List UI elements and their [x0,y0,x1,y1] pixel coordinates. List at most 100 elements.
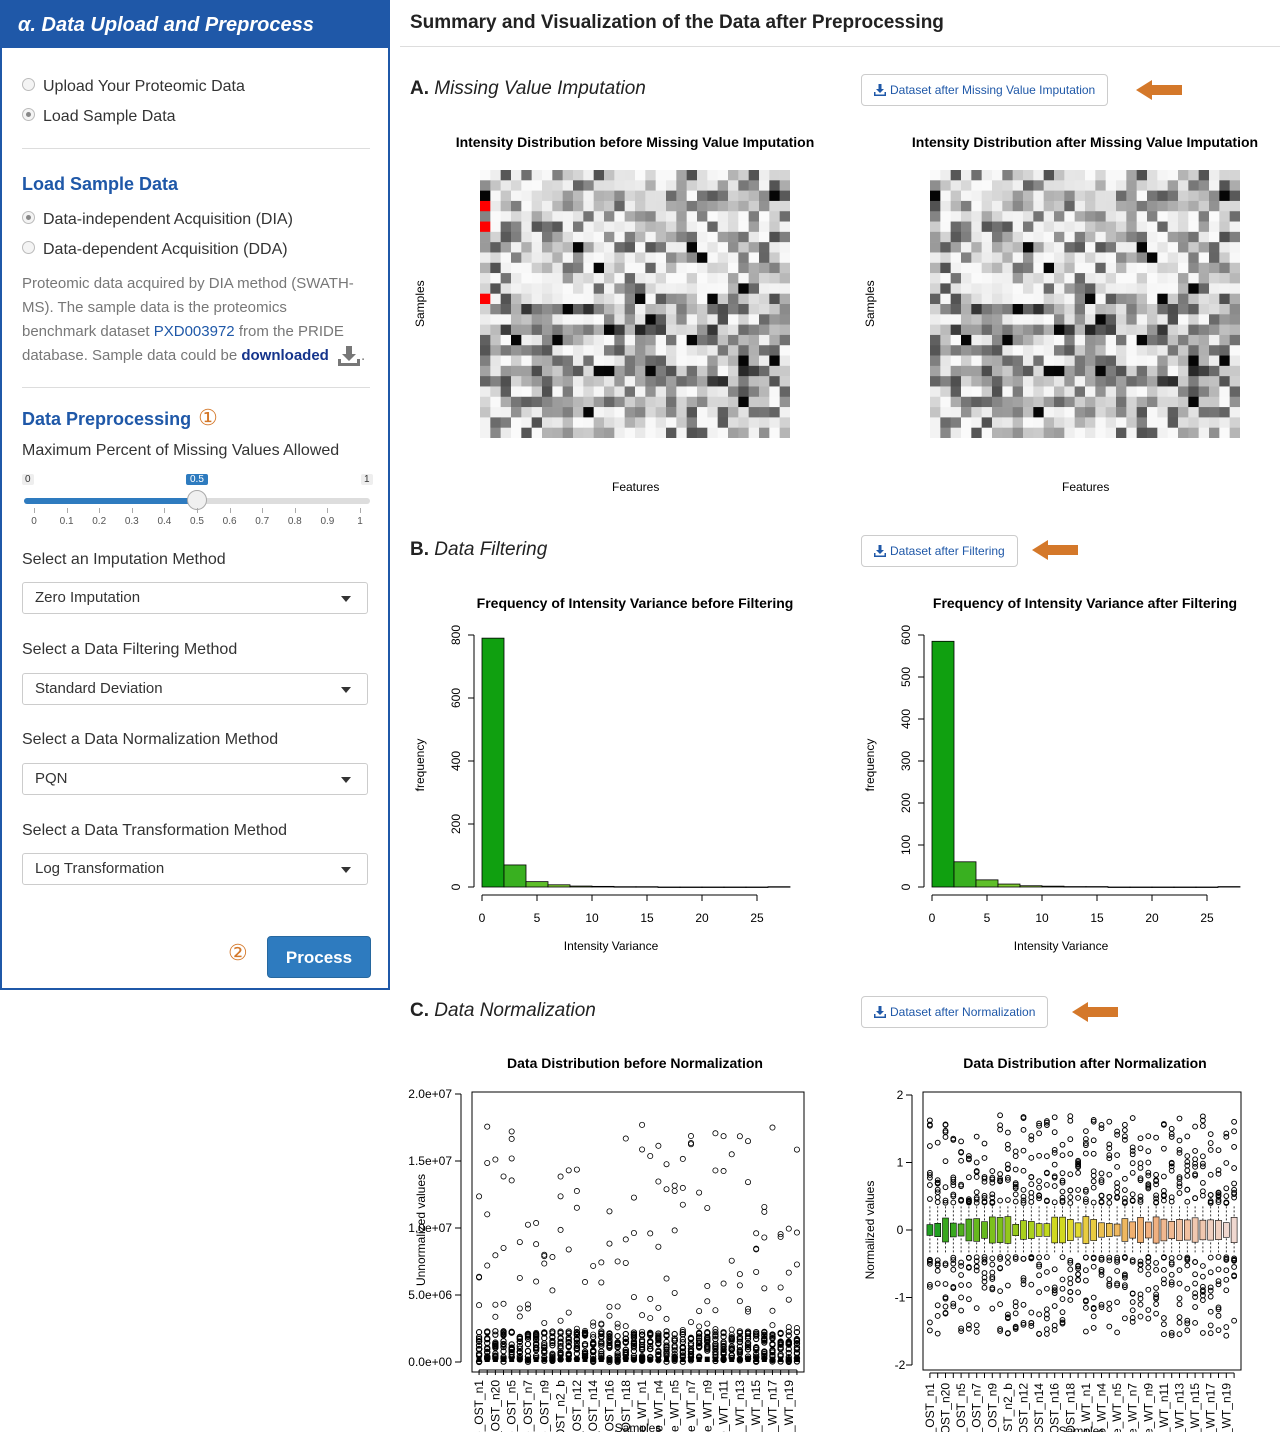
outlier-point [712,1167,719,1174]
radio-upload-icon[interactable] [22,78,35,92]
download-icon[interactable] [337,345,361,367]
heatmap-cell [950,293,962,305]
missing-value-slider[interactable]: 0 1 0.5 0 0.1 0.2 0.3 0.4 0.5 0.6 0.7 0.8 0.9 1 [22,472,373,532]
heatmap-cell [1023,262,1034,274]
heatmap-cell [1229,427,1240,438]
heatmap-cell [738,200,749,212]
heatmap-cell [1188,334,1199,346]
normalization-select[interactable]: PQN [22,763,368,795]
heatmap-cell [759,242,770,253]
heatmap-cell [480,231,491,243]
step-two-marker: ② [228,940,248,965]
outlier-point [500,1343,507,1351]
radio-dda[interactable]: Data-dependent Acquisition (DDA) [22,241,288,259]
radio-dda-icon[interactable] [22,241,35,255]
heatmap-cell [552,273,563,284]
imputation-select[interactable]: Zero Imputation [22,582,368,614]
outlier-point [516,1313,523,1320]
outlier-point [997,1288,1004,1295]
heatmap-cell [1209,242,1220,253]
heatmap-cell [686,365,698,377]
plot-frame [922,1091,1242,1371]
heatmap-cell [1147,190,1158,202]
outlier-point [1192,1171,1199,1178]
heatmap-cell [961,355,972,367]
heatmap-cell [573,334,584,346]
pxd-link[interactable]: PXD003972 [153,323,235,340]
heatmap-cell [1054,365,1065,377]
x-tick-label: 20 [695,911,709,925]
outlier-point [1176,1295,1183,1302]
outlier-point [769,1340,776,1348]
heatmap-cell [531,180,543,191]
outlier-point [704,1298,711,1305]
filtering-select[interactable]: Standard Deviation [22,673,368,705]
radio-dia-icon[interactable] [22,211,35,225]
outlier-point [1153,1171,1160,1178]
heatmap-cell [552,355,563,367]
outlier-point [598,1348,605,1355]
outlier-point [1067,1117,1074,1124]
heatmap-cell [645,231,656,243]
outlier-point [981,1278,988,1285]
y-tick-label: 0.0e+00 [408,1355,452,1369]
heatmap-cell [573,262,584,274]
heatmap-cell [769,180,780,191]
outlier-point [639,1121,646,1128]
heatmap-cell [480,314,491,325]
download-filtered-button[interactable]: Dataset after Filtering [861,535,1018,567]
heatmap-cell [686,180,698,191]
outlier-point [1059,1309,1066,1316]
outlier-point [736,1328,744,1335]
radio-dia[interactable]: Data-independent Acquisition (DIA) [22,211,293,229]
heatmap-cell [1188,180,1199,191]
heatmap-cell [593,170,605,181]
outlier-point [1075,1289,1082,1296]
outlier-point [1137,1199,1144,1205]
heatmap-cell [1167,386,1179,398]
outlier-point [966,1153,972,1159]
slider-tick-label: 0.3 [124,516,139,527]
heatmap-cell [1229,273,1240,284]
heatmap-cell [981,427,993,438]
x-tick-label: e_OST_n9 [985,1383,999,1432]
heatmap-cell [686,324,698,336]
outlier-point [1200,1113,1206,1120]
y-tick-label: 1.5e+07 [408,1154,452,1168]
outlier-point [1184,1186,1191,1193]
download-normalized-button[interactable]: Dataset after Normalization [861,996,1049,1028]
heatmap-cell [1198,427,1210,438]
heatmap-cell [655,396,667,408]
heatmap-cell [1116,407,1127,418]
heatmap-cell [930,231,941,243]
heatmap-cell [1157,304,1168,315]
x-tick-label: ne_WT_n5 [1110,1383,1124,1432]
download-link[interactable]: downloaded [241,347,329,364]
heatmap-cell [992,262,1003,274]
outlier-point [598,1279,605,1286]
download-imputed-button[interactable]: Dataset after Missing Value Imputation [861,74,1109,106]
heatmap-cell [511,242,522,253]
outlier-point [745,1179,752,1186]
heatmap-cell [480,262,491,274]
transformation-select[interactable]: Log Transformation [22,853,368,885]
outlier-point [492,1350,499,1357]
radio-upload-data[interactable]: Upload Your Proteomic Data [22,78,245,96]
slider-handle[interactable] [187,490,207,510]
heatmap-cell [655,170,667,181]
outlier-point [1168,1255,1175,1261]
process-button[interactable]: Process [267,936,371,978]
radio-load-sample-icon[interactable] [22,108,35,122]
heatmap-cell [614,283,625,294]
heatmap-cell [1105,355,1117,367]
heatmap-cell [593,200,605,212]
heatmap-cell [1002,221,1013,233]
boxplot-before-normalization: 0.0e+005.0e+061.0e+071.5e+072.0e+07e_OST… [408,1087,805,1432]
outlier-point [500,1348,507,1355]
heatmap-cell [676,407,687,418]
slider-tick [327,508,329,513]
outlier-point [997,1177,1004,1184]
radio-load-sample[interactable]: Load Sample Data [22,108,176,126]
outlier-point [1176,1254,1183,1261]
outlier-point [1176,1149,1183,1156]
